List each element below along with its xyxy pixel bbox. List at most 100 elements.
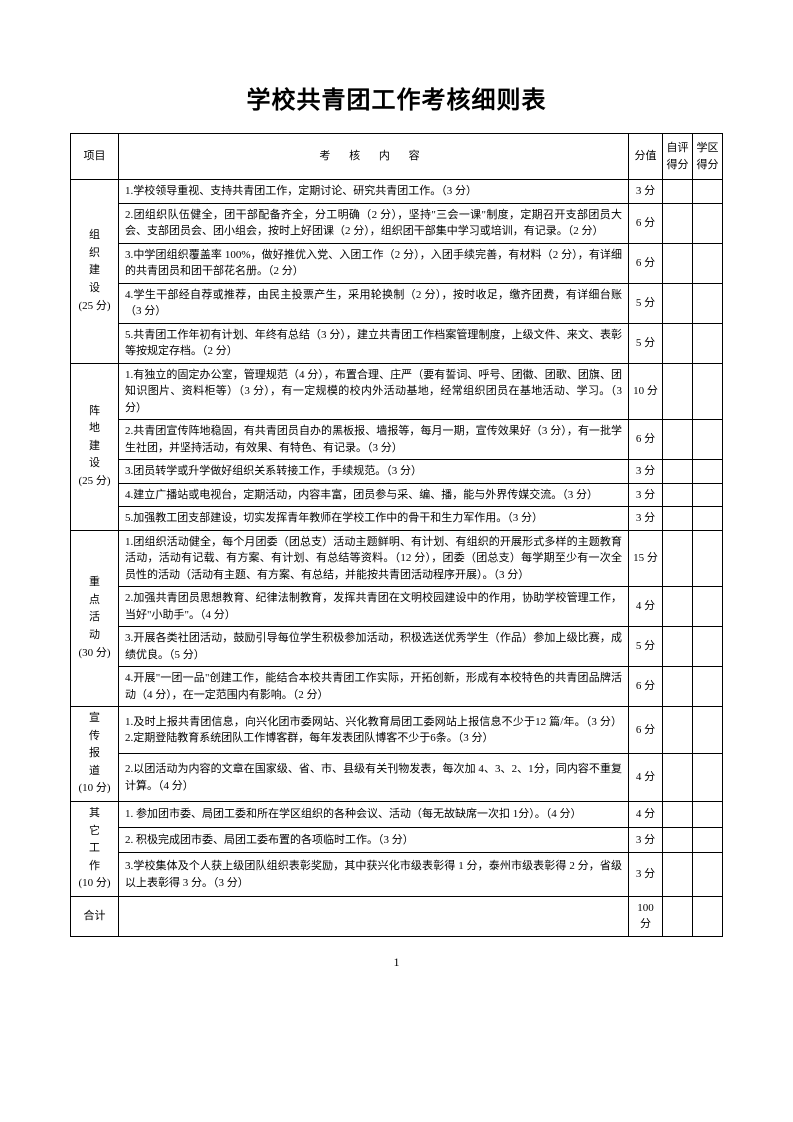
content-cell: 4.开展"一团一品"创建工作，能结合本校共青团工作实际，开拓创新，形成有本校特色… <box>119 667 629 707</box>
score-cell: 3 分 <box>629 460 663 484</box>
district-score-cell <box>693 283 723 323</box>
score-cell: 4 分 <box>629 801 663 827</box>
self-score-cell <box>663 483 693 507</box>
content-cell: 5.加强教工团支部建设，切实发挥青年教师在学校工作中的骨干和生力军作用。（3 分… <box>119 507 629 531</box>
content-cell: 2.加强共青团员思想教育、纪律法制教育，发挥共青团在文明校园建设中的作用，协助学… <box>119 587 629 627</box>
score-cell: 5 分 <box>629 323 663 363</box>
content-cell: 2.团组织队伍健全，团干部配备齐全，分工明确（2 分），坚持"三会一课"制度，定… <box>119 203 629 243</box>
content-cell: 2.共青团宣传阵地稳固，有共青团员自办的黑板报、墙报等，每月一期，宣传效果好（3… <box>119 420 629 460</box>
district-score-cell <box>693 460 723 484</box>
score-cell: 3 分 <box>629 507 663 531</box>
score-cell: 6 分 <box>629 667 663 707</box>
score-cell: 15 分 <box>629 530 663 587</box>
self-score-cell <box>663 827 693 853</box>
score-cell: 6 分 <box>629 707 663 754</box>
district-score-cell <box>693 530 723 587</box>
content-cell: 4.学生干部经自荐或推荐，由民主投票产生，采用轮换制（2 分），按时收足，缴齐团… <box>119 283 629 323</box>
table-row: 4.开展"一团一品"创建工作，能结合本校共青团工作实际，开拓创新，形成有本校特色… <box>71 667 723 707</box>
score-cell: 6 分 <box>629 243 663 283</box>
total-self <box>663 896 693 936</box>
category-cell: 其它工作(10 分) <box>71 801 119 896</box>
table-row: 5.共青团工作年初有计划、年终有总结（3 分），建立共青团工作档案管理制度，上级… <box>71 323 723 363</box>
self-score-cell <box>663 243 693 283</box>
district-score-cell <box>693 853 723 897</box>
content-cell: 1.学校领导重视、支持共青团工作，定期讨论、研究共青团工作。（3 分） <box>119 180 629 204</box>
self-score-cell <box>663 707 693 754</box>
content-cell: 1.团组织活动健全，每个月团委（团总支）活动主题鲜明、有计划、有组织的开展形式多… <box>119 530 629 587</box>
table-row: 2.共青团宣传阵地稳固，有共青团员自办的黑板报、墙报等，每月一期，宣传效果好（3… <box>71 420 723 460</box>
self-score-cell <box>663 587 693 627</box>
content-cell: 1. 参加团市委、局团工委和所在学区组织的各种会议、活动（每无故缺席一次扣 1分… <box>119 801 629 827</box>
table-row: 3.学校集体及个人获上级团队组织表彰奖励，其中获兴化市级表彰得 1 分，泰州市级… <box>71 853 723 897</box>
table-row: 2. 积极完成团市委、局团工委布置的各项临时工作。（3 分）3 分 <box>71 827 723 853</box>
page-title: 学校共青团工作考核细则表 <box>70 80 723 115</box>
score-cell: 5 分 <box>629 283 663 323</box>
district-score-cell <box>693 483 723 507</box>
assessment-table: 项目 考 核 内 容 分值 自评得分 学区得分 组织建设(25 分)1.学校领导… <box>70 133 723 937</box>
self-score-cell <box>663 853 693 897</box>
header-district: 学区得分 <box>693 134 723 180</box>
district-score-cell <box>693 203 723 243</box>
district-score-cell <box>693 667 723 707</box>
total-district <box>693 896 723 936</box>
district-score-cell <box>693 507 723 531</box>
total-row: 合计100 分 <box>71 896 723 936</box>
district-score-cell <box>693 754 723 801</box>
category-cell: 重点活动(30 分) <box>71 530 119 707</box>
total-content <box>119 896 629 936</box>
table-row: 组织建设(25 分)1.学校领导重视、支持共青团工作，定期讨论、研究共青团工作。… <box>71 180 723 204</box>
self-score-cell <box>663 180 693 204</box>
score-cell: 5 分 <box>629 627 663 667</box>
table-row: 4.学生干部经自荐或推荐，由民主投票产生，采用轮换制（2 分），按时收足，缴齐团… <box>71 283 723 323</box>
district-score-cell <box>693 243 723 283</box>
category-cell: 阵地建设(25 分) <box>71 363 119 530</box>
score-cell: 4 分 <box>629 754 663 801</box>
self-score-cell <box>663 283 693 323</box>
header-score: 分值 <box>629 134 663 180</box>
table-row: 2.以团活动为内容的文章在国家级、省、市、县级有关刊物发表，每次加 4、3、2、… <box>71 754 723 801</box>
table-row: 3.中学团组织覆盖率 100%，做好推优入党、入团工作（2 分），入团手续完善，… <box>71 243 723 283</box>
self-score-cell <box>663 507 693 531</box>
content-cell: 3.学校集体及个人获上级团队组织表彰奖励，其中获兴化市级表彰得 1 分，泰州市级… <box>119 853 629 897</box>
table-row: 2.加强共青团员思想教育、纪律法制教育，发挥共青团在文明校园建设中的作用，协助学… <box>71 587 723 627</box>
score-cell: 10 分 <box>629 363 663 420</box>
header-project: 项目 <box>71 134 119 180</box>
category-cell: 组织建设(25 分) <box>71 180 119 364</box>
header-self: 自评得分 <box>663 134 693 180</box>
self-score-cell <box>663 801 693 827</box>
self-score-cell <box>663 420 693 460</box>
table-row: 3.开展各类社团活动，鼓励引导每位学生积极参加活动，积极选送优秀学生（作品）参加… <box>71 627 723 667</box>
table-row: 4.建立广播站或电视台，定期活动，内容丰富，团员参与采、编、播，能与外界传媒交流… <box>71 483 723 507</box>
table-row: 5.加强教工团支部建设，切实发挥青年教师在学校工作中的骨干和生力军作用。（3 分… <box>71 507 723 531</box>
content-cell: 3.中学团组织覆盖率 100%，做好推优入党、入团工作（2 分），入团手续完善，… <box>119 243 629 283</box>
table-row: 阵地建设(25 分)1.有独立的固定办公室，管理规范（4 分），布置合理、庄严（… <box>71 363 723 420</box>
score-cell: 6 分 <box>629 420 663 460</box>
content-cell: 4.建立广播站或电视台，定期活动，内容丰富，团员参与采、编、播，能与外界传媒交流… <box>119 483 629 507</box>
score-cell: 3 分 <box>629 827 663 853</box>
score-cell: 6 分 <box>629 203 663 243</box>
self-score-cell <box>663 460 693 484</box>
content-cell: 5.共青团工作年初有计划、年终有总结（3 分），建立共青团工作档案管理制度，上级… <box>119 323 629 363</box>
page-number: 1 <box>70 955 723 970</box>
district-score-cell <box>693 627 723 667</box>
table-row: 3.团员转学或升学做好组织关系转接工作，手续规范。（3 分）3 分 <box>71 460 723 484</box>
self-score-cell <box>663 667 693 707</box>
table-row: 宣传报道(10 分)1.及时上报共青团信息，向兴化团市委网站、兴化教育局团工委网… <box>71 707 723 754</box>
content-cell: 1.有独立的固定办公室，管理规范（4 分），布置合理、庄严（要有誓词、呼号、团徽… <box>119 363 629 420</box>
score-cell: 4 分 <box>629 587 663 627</box>
district-score-cell <box>693 707 723 754</box>
self-score-cell <box>663 203 693 243</box>
header-row: 项目 考 核 内 容 分值 自评得分 学区得分 <box>71 134 723 180</box>
header-content: 考 核 内 容 <box>119 134 629 180</box>
self-score-cell <box>663 754 693 801</box>
table-row: 重点活动(30 分)1.团组织活动健全，每个月团委（团总支）活动主题鲜明、有计划… <box>71 530 723 587</box>
content-cell: 3.开展各类社团活动，鼓励引导每位学生积极参加活动，积极选送优秀学生（作品）参加… <box>119 627 629 667</box>
self-score-cell <box>663 627 693 667</box>
content-cell: 2.以团活动为内容的文章在国家级、省、市、县级有关刊物发表，每次加 4、3、2、… <box>119 754 629 801</box>
category-cell: 宣传报道(10 分) <box>71 707 119 802</box>
district-score-cell <box>693 420 723 460</box>
self-score-cell <box>663 323 693 363</box>
table-row: 其它工作(10 分)1. 参加团市委、局团工委和所在学区组织的各种会议、活动（每… <box>71 801 723 827</box>
district-score-cell <box>693 801 723 827</box>
total-score: 100 分 <box>629 896 663 936</box>
